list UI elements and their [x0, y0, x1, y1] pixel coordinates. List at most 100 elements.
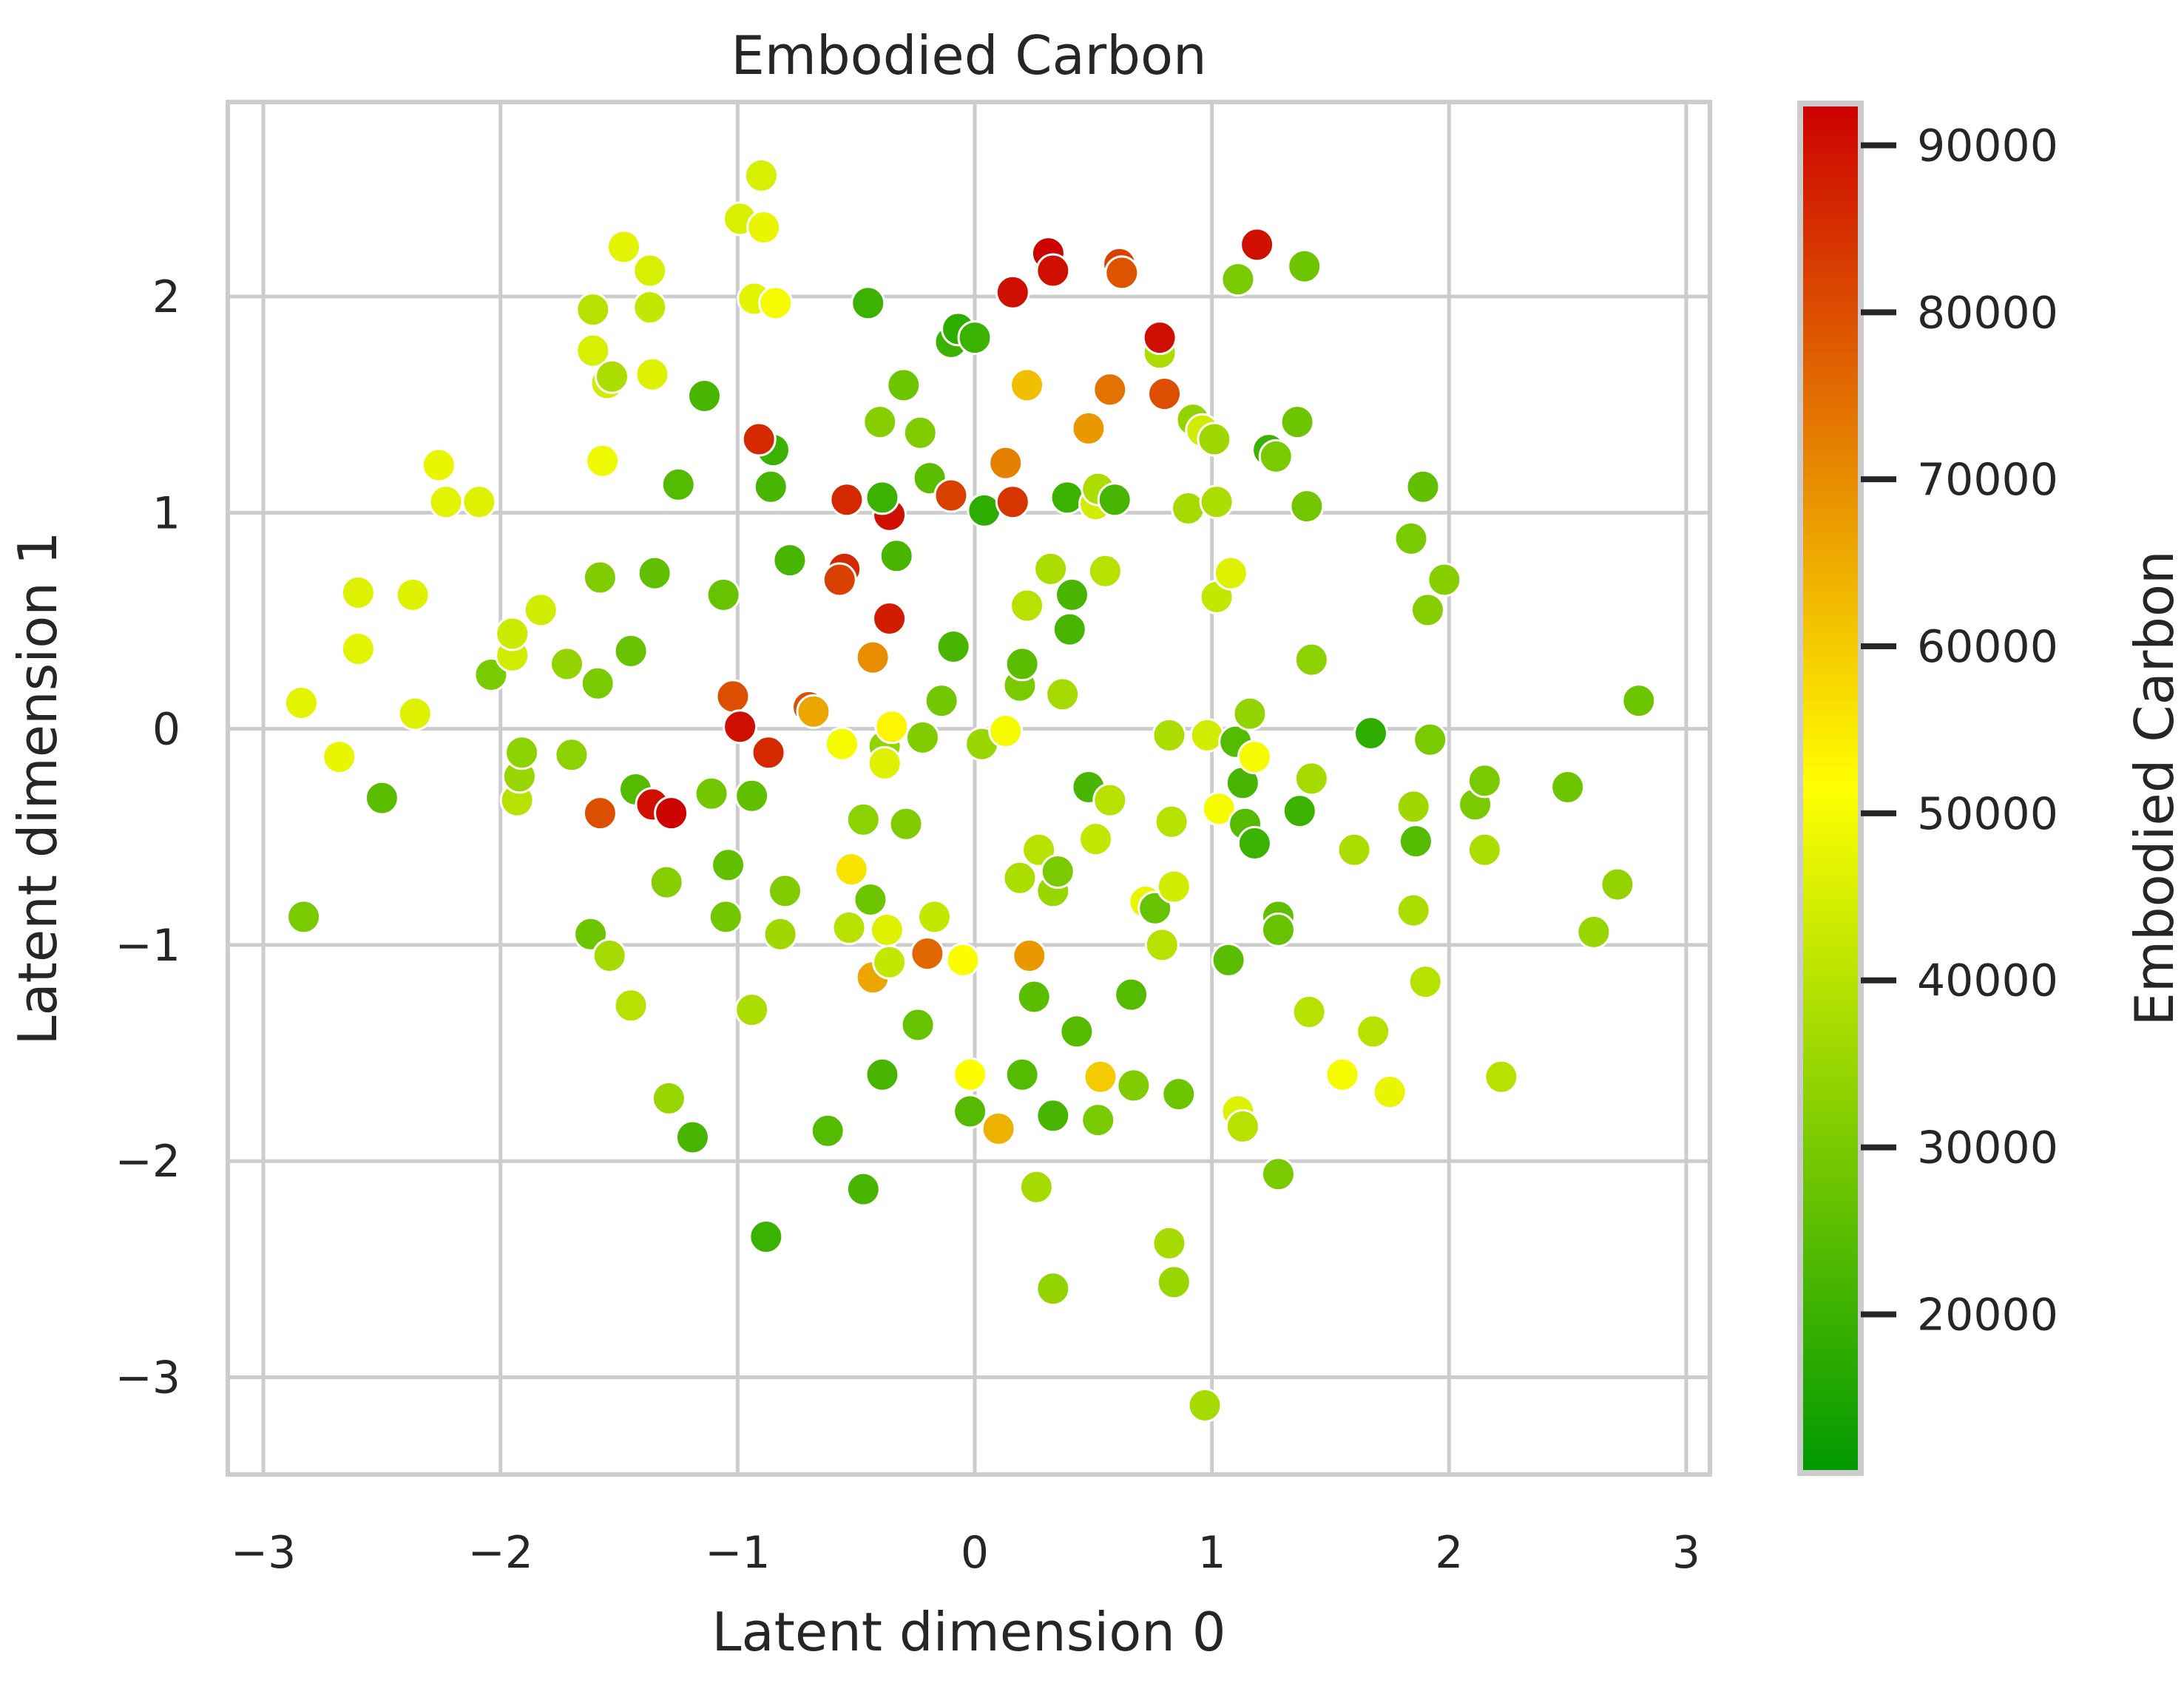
scatter-point	[1398, 824, 1433, 859]
scatter-point	[1260, 1157, 1296, 1192]
scatter-point	[917, 899, 953, 935]
scatter-point	[632, 290, 668, 325]
scatter-point	[1258, 438, 1294, 474]
scatter-point	[1282, 793, 1317, 829]
scatter-point	[1336, 832, 1372, 867]
scatter-point	[1002, 860, 1038, 895]
scatter-point	[734, 778, 770, 813]
scatter-point	[635, 356, 670, 392]
scatter-point	[748, 1219, 784, 1254]
scatter-point	[746, 210, 782, 245]
scatter-point	[888, 806, 924, 842]
scatter-point	[575, 292, 611, 328]
scatter-point	[910, 936, 945, 972]
x-axis-title: Latent dimension 0	[711, 1601, 1225, 1663]
scatter-point	[1114, 977, 1149, 1012]
scatter-point	[1187, 1387, 1223, 1423]
scatter-point	[981, 1111, 1016, 1146]
scatter-point	[1237, 739, 1272, 775]
scatter-point	[580, 666, 615, 701]
scatter-point	[694, 776, 729, 811]
chart-title: Embodied Carbon	[731, 24, 1206, 87]
scatter-point	[900, 1007, 936, 1043]
y-tick-label: −2	[115, 1136, 180, 1188]
scatter-point	[613, 633, 649, 668]
colorbar-tick-label: 60000	[1917, 621, 2058, 673]
scatter-point	[1152, 1225, 1187, 1261]
scatter-point	[1211, 942, 1246, 978]
colorbar: 20000 30000 40000 50000 60000 70000 80000 90000…	[1797, 101, 2184, 1476]
scatter-point	[1010, 588, 1045, 623]
scatter-point	[632, 253, 668, 288]
scatter-point	[845, 802, 881, 837]
scatter-point	[1045, 677, 1081, 712]
scatter-point	[1052, 612, 1087, 647]
scatter-point	[1081, 1103, 1116, 1138]
scatter-point	[872, 601, 907, 637]
scatter-point	[1154, 804, 1189, 839]
scatter-point	[945, 942, 981, 978]
x-tick-label: 3	[1672, 1527, 1700, 1579]
scatter-point	[851, 285, 886, 321]
x-tick-label: 2	[1435, 1527, 1463, 1579]
scatter-point	[872, 944, 907, 980]
scatter-point	[286, 899, 322, 935]
scatter-point	[1092, 782, 1128, 818]
scatter-point	[988, 714, 1024, 749]
colorbar-tick-label: 90000	[1917, 120, 2058, 172]
scatter-point	[1049, 480, 1085, 515]
scatter-point	[462, 484, 497, 520]
scatter-point	[340, 631, 376, 666]
scatter-point	[1144, 927, 1180, 963]
y-axis-title: Latent dimension 1	[7, 531, 69, 1045]
scatter-point	[1325, 1057, 1360, 1092]
scatter-point	[1410, 592, 1445, 628]
scatter-point	[1291, 995, 1327, 1030]
y-tick-label: −1	[115, 920, 180, 972]
scatter-point	[1405, 469, 1441, 504]
scatter-point	[1240, 227, 1275, 263]
scatter-point	[1201, 791, 1237, 827]
plot-frame	[226, 100, 1712, 1477]
scatter-point	[1087, 553, 1123, 589]
scatter-point	[1083, 1059, 1118, 1094]
scatter-point	[473, 657, 509, 693]
scatter-point	[1171, 490, 1206, 526]
scatter-point	[957, 320, 993, 356]
scatter-point	[582, 560, 618, 595]
scatter-point	[768, 873, 803, 909]
x-tick-label: 1	[1198, 1527, 1226, 1579]
scatter-point	[1016, 979, 1052, 1015]
scatter-point	[421, 447, 456, 483]
scatter-point	[613, 988, 649, 1023]
colorbar-frame	[1797, 101, 1864, 1476]
scatter-point	[1059, 1014, 1095, 1049]
scatter-point	[936, 629, 971, 665]
scatter-point	[1353, 715, 1388, 751]
scatter-point	[862, 404, 898, 440]
scatter-point	[734, 992, 770, 1028]
y-tick-label: −3	[115, 1352, 180, 1403]
scatter-point	[1010, 368, 1045, 403]
scatter-point	[886, 368, 922, 403]
scatter-point	[706, 577, 741, 612]
scatter-point	[1232, 696, 1268, 731]
scatter-point	[1199, 484, 1234, 520]
scatter-point	[1372, 1074, 1407, 1110]
scatter-point	[1550, 770, 1586, 805]
scatter-point	[1092, 372, 1128, 407]
scatter-point	[1189, 717, 1225, 753]
scatter-point	[708, 899, 743, 935]
scatter-point	[953, 1057, 988, 1092]
scatter-point	[874, 709, 910, 745]
scatter-point	[1156, 1264, 1191, 1300]
scatter-point	[592, 938, 627, 974]
colorbar-tick-label: 70000	[1917, 454, 2058, 506]
scatter-point	[824, 726, 859, 762]
scatter-point	[1413, 722, 1448, 757]
scatter-point	[905, 719, 940, 755]
scatter-point	[364, 780, 399, 816]
scatter-point	[1467, 763, 1502, 799]
scatter-point	[1396, 789, 1431, 824]
scatter-point	[1467, 832, 1502, 867]
